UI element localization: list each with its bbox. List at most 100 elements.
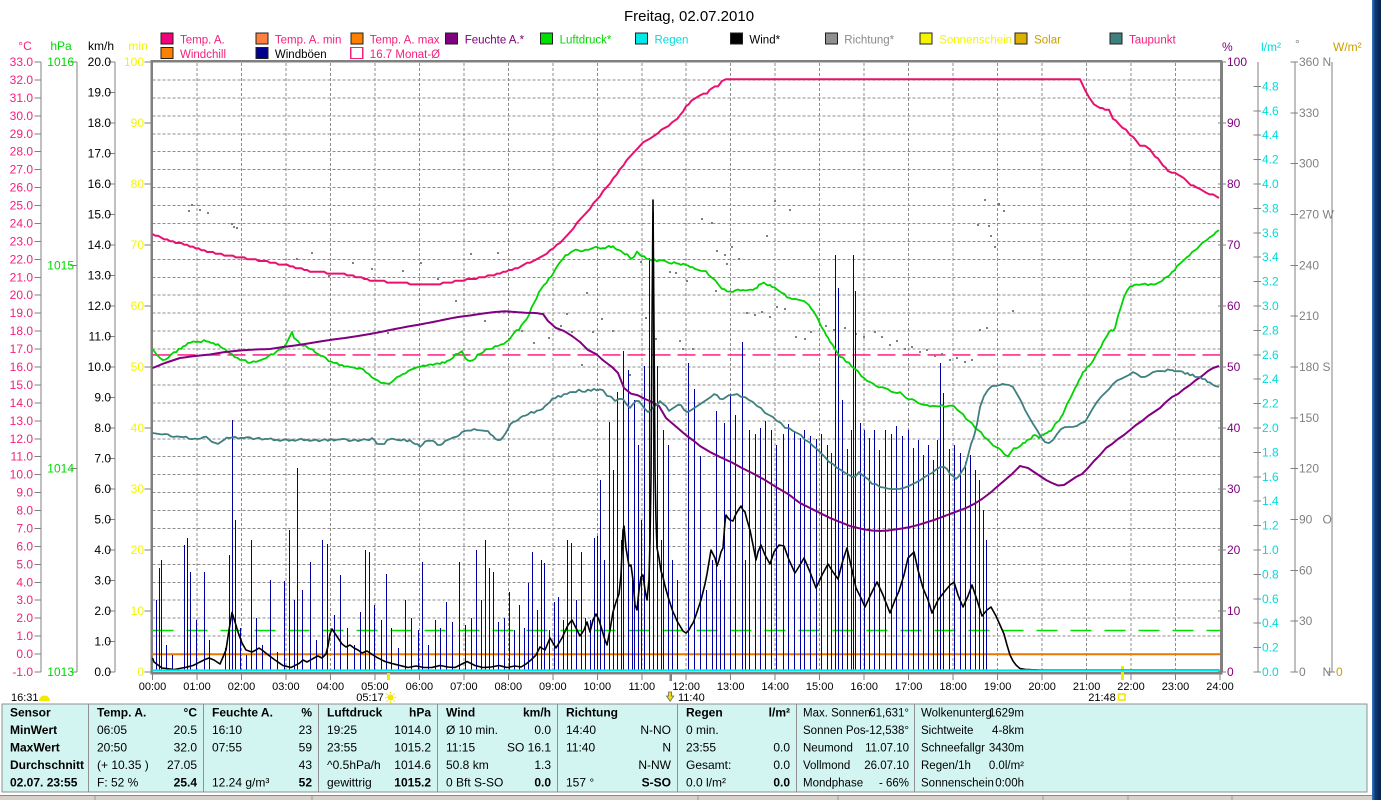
svg-text:0.2: 0.2 [1262, 641, 1279, 655]
svg-text:S: S [1323, 360, 1331, 374]
svg-text:50.8 km: 50.8 km [446, 758, 489, 772]
svg-text:23: 23 [299, 723, 313, 737]
svg-text:180: 180 [1299, 360, 1319, 374]
svg-text:0: 0 [1336, 665, 1343, 679]
svg-text:30: 30 [1299, 614, 1313, 628]
svg-text:1.0: 1.0 [94, 635, 111, 649]
svg-text:-12,538°: -12,538° [865, 725, 909, 737]
svg-text:32.0: 32.0 [174, 741, 198, 755]
svg-text:90: 90 [131, 116, 145, 130]
svg-text:18.0: 18.0 [88, 116, 112, 130]
svg-text:31.0: 31.0 [10, 91, 34, 105]
svg-text:17.0: 17.0 [88, 147, 112, 161]
svg-text:4.6: 4.6 [1262, 104, 1279, 118]
svg-text:27.0: 27.0 [10, 163, 34, 177]
svg-text:F: 52 %: F: 52 % [97, 776, 139, 790]
svg-text:17:00: 17:00 [895, 681, 923, 693]
svg-text:16:00: 16:00 [850, 681, 878, 693]
svg-text:4.0: 4.0 [1262, 177, 1279, 191]
svg-text:157 °: 157 ° [566, 776, 594, 790]
svg-text:9.0: 9.0 [94, 391, 111, 405]
svg-text:hPa: hPa [50, 39, 72, 53]
svg-text:16:10: 16:10 [212, 723, 242, 737]
svg-text:00:00: 00:00 [139, 681, 167, 693]
svg-text:l/m²: l/m² [769, 706, 790, 720]
svg-text:05:00: 05:00 [361, 681, 389, 693]
svg-text:0.8: 0.8 [1262, 567, 1279, 581]
svg-text:60: 60 [1299, 563, 1313, 577]
svg-text:14:40: 14:40 [566, 723, 596, 737]
svg-text:04:00: 04:00 [317, 681, 345, 693]
svg-text:0.0l/m²: 0.0l/m² [989, 760, 1024, 772]
svg-text:10.0: 10.0 [10, 468, 34, 482]
svg-text:70: 70 [1227, 238, 1241, 252]
svg-text:20:50: 20:50 [97, 741, 127, 755]
svg-text:Richtung*: Richtung* [844, 35, 894, 47]
svg-text:20.0: 20.0 [10, 288, 34, 302]
svg-text:18.0: 18.0 [10, 324, 34, 338]
svg-text:13.0: 13.0 [88, 269, 112, 283]
svg-text:6.0: 6.0 [94, 482, 111, 496]
svg-text:270: 270 [1299, 208, 1319, 222]
svg-text:Taupunkt: Taupunkt [1129, 35, 1176, 47]
svg-text:23:55: 23:55 [327, 741, 357, 755]
svg-text:Mondphase: Mondphase [803, 778, 863, 790]
svg-text:Regen/1h: Regen/1h [921, 760, 971, 772]
svg-text:0.0: 0.0 [534, 776, 551, 790]
svg-text:12.24 g/m³: 12.24 g/m³ [212, 776, 269, 790]
svg-text:1.6: 1.6 [1262, 470, 1279, 484]
svg-text:W: W [1323, 208, 1335, 222]
svg-text:Wind: Wind [446, 706, 475, 720]
svg-text:10:00: 10:00 [584, 681, 612, 693]
svg-text:(+ 10.35 ): (+ 10.35 ) [97, 758, 149, 772]
svg-text:N: N [662, 741, 671, 755]
svg-text:Ø 10 min.: Ø 10 min. [446, 723, 498, 737]
svg-text:240: 240 [1299, 258, 1319, 272]
svg-text:360: 360 [1299, 55, 1319, 69]
svg-text:0 Bft S-SO: 0 Bft S-SO [446, 776, 503, 790]
svg-text:N-NO: N-NO [640, 723, 671, 737]
svg-text:300: 300 [1299, 157, 1319, 171]
svg-text:SO 16.1: SO 16.1 [507, 741, 551, 755]
svg-text:33.0: 33.0 [10, 55, 34, 69]
svg-text:05:17: 05:17 [356, 692, 384, 704]
svg-text:13:00: 13:00 [717, 681, 745, 693]
svg-text:Feuchte A.: Feuchte A. [212, 706, 273, 720]
svg-text:°C: °C [18, 39, 32, 53]
svg-text:Schneefallgr: Schneefallgr [921, 743, 985, 755]
svg-text:4-8km: 4-8km [992, 725, 1024, 737]
svg-text:24.0: 24.0 [10, 217, 34, 231]
svg-text:13.0: 13.0 [10, 414, 34, 428]
svg-text:20:00: 20:00 [1028, 681, 1056, 693]
svg-text:l/m²: l/m² [1261, 40, 1281, 54]
svg-text:1015.2: 1015.2 [394, 776, 431, 790]
svg-text:0 min.: 0 min. [686, 723, 719, 737]
svg-text:-1.0: -1.0 [12, 665, 33, 679]
svg-text:22:00: 22:00 [1117, 681, 1145, 693]
svg-text:3.2: 3.2 [1262, 275, 1279, 289]
svg-text:Sonnenschein: Sonnenschein [939, 35, 1012, 47]
svg-text:Regen: Regen [655, 35, 689, 47]
svg-text:W/m²: W/m² [1333, 40, 1362, 54]
svg-text:02:00: 02:00 [228, 681, 256, 693]
svg-text:27.05: 27.05 [167, 758, 197, 772]
svg-text:210: 210 [1299, 309, 1319, 323]
svg-text:Max. Sonnen: Max. Sonnen [803, 708, 871, 720]
svg-text:16:31: 16:31 [11, 692, 39, 704]
svg-text:1016: 1016 [47, 55, 74, 69]
svg-text:24:00: 24:00 [1206, 681, 1234, 693]
svg-text:20.0: 20.0 [88, 55, 112, 69]
svg-text:2.8: 2.8 [1262, 323, 1279, 337]
svg-text:1.3: 1.3 [534, 758, 551, 772]
svg-text:25.0: 25.0 [10, 199, 34, 213]
svg-text:MaxWert: MaxWert [10, 741, 60, 755]
svg-text:15.0: 15.0 [88, 208, 112, 222]
svg-text:0.0 l/m²: 0.0 l/m² [686, 776, 726, 790]
svg-text:hPa: hPa [409, 706, 431, 720]
svg-text:0.4: 0.4 [1262, 616, 1279, 630]
svg-text:N: N [1323, 665, 1332, 679]
svg-text:100: 100 [124, 55, 144, 69]
svg-text:O: O [1323, 513, 1332, 527]
svg-text:11:40: 11:40 [566, 741, 595, 755]
svg-text:11.07.10: 11.07.10 [865, 743, 909, 755]
